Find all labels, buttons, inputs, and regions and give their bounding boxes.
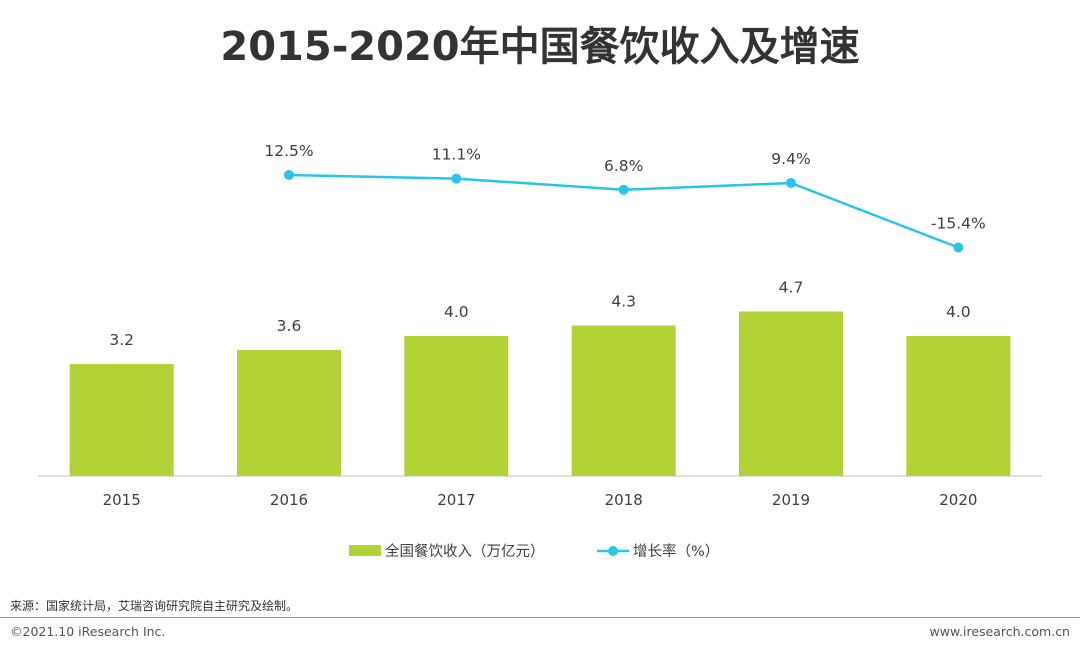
line-point-2017: [451, 173, 462, 184]
footer-divider: [0, 617, 1080, 618]
legend-line-marker: [608, 546, 618, 556]
source-note: 来源：国家统计局，艾瑞咨询研究院自主研究及绘制。: [10, 599, 299, 613]
x-tick-label-2019: 2019: [772, 491, 810, 509]
bar-2019: [739, 311, 843, 476]
bar-2016: [237, 350, 341, 476]
bar-label-2016: 3.6: [277, 317, 302, 335]
line-label-2017: 11.1%: [432, 146, 481, 164]
line-point-2016: [284, 169, 294, 180]
line-label-2016: 12.5%: [264, 142, 313, 160]
chart: 3.2 3.6 4.0 4.3 4.7 4.0 2015 2016 2017 2018 2019 20…: [38, 142, 1042, 560]
x-tick-label-2017: 2017: [437, 491, 475, 509]
bar-label-2015: 3.2: [109, 331, 134, 349]
line-label-2018: 6.8%: [604, 157, 643, 175]
bar-2018: [571, 325, 676, 476]
legend-line-label: 增长率（%）: [633, 543, 719, 560]
line-label-2020: -15.4%: [931, 215, 986, 233]
bar-2020: [906, 336, 1011, 476]
copyright: ©2021.10 iResearch Inc.: [10, 624, 166, 639]
chart-title: 2015-2020年中国餐饮收入及增速: [220, 24, 860, 70]
bar-label-2017: 4.0: [444, 303, 469, 321]
bar-2017: [404, 336, 509, 476]
line-point-2019: [786, 178, 796, 189]
line-label-2019: 9.4%: [771, 150, 810, 168]
bar-label-2020: 4.0: [946, 303, 971, 321]
bar-label-2018: 4.3: [611, 293, 636, 311]
x-tick-label-2015: 2015: [103, 491, 141, 509]
line-point-2020: [953, 242, 964, 253]
x-tick-label-2016: 2016: [270, 491, 308, 509]
bar-2015: [69, 364, 174, 476]
line-point-2018: [618, 184, 629, 195]
x-tick-label-2018: 2018: [605, 491, 643, 509]
bar-label-2019: 4.7: [779, 279, 804, 297]
legend-bar-swatch: [349, 545, 381, 556]
x-tick-label-2020: 2020: [939, 491, 977, 509]
website-link[interactable]: www.iresearch.com.cn: [929, 624, 1071, 639]
legend-bar-label: 全国餐饮收入（万亿元）: [385, 542, 545, 560]
